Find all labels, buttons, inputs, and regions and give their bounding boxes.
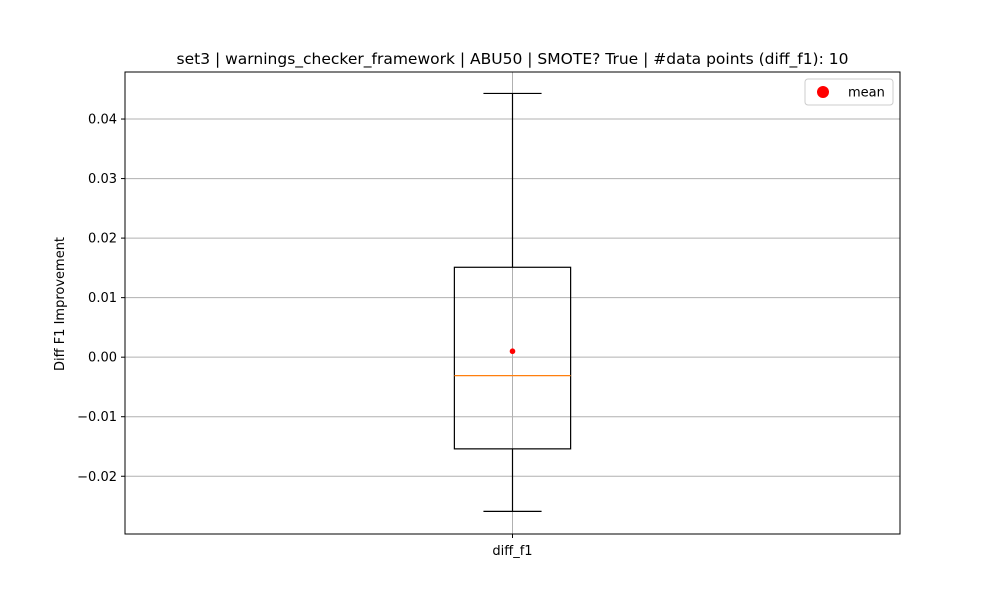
mean-marker — [509, 348, 516, 355]
x-tick-label: diff_f1 — [492, 544, 532, 559]
y-tick-label: 0.01 — [88, 291, 117, 306]
y-tick-label: 0.03 — [88, 172, 117, 187]
chart-title: set3 | warnings_checker_framework | ABU5… — [177, 50, 849, 69]
legend-mean-label: mean — [848, 86, 885, 101]
plot-frame — [124, 71, 901, 535]
tick-layer: −0.02 −0.01 0.00 0.01 0.02 0.03 0.04 diff_f1 — [77, 113, 532, 559]
y-axis-label: Diff F1 Improvement — [53, 237, 68, 371]
box-layer — [453, 92, 572, 512]
y-tick-label: −0.01 — [77, 410, 117, 425]
y-tick-label: 0.02 — [88, 232, 117, 247]
y-tick-label: 0.04 — [88, 113, 117, 128]
y-tick-label: 0.00 — [88, 351, 117, 366]
legend-frame — [804, 78, 894, 106]
y-tick-label: −0.02 — [77, 470, 117, 485]
legend-mean-marker — [817, 86, 829, 98]
iqr-box — [453, 266, 572, 450]
legend: mean — [804, 78, 894, 106]
